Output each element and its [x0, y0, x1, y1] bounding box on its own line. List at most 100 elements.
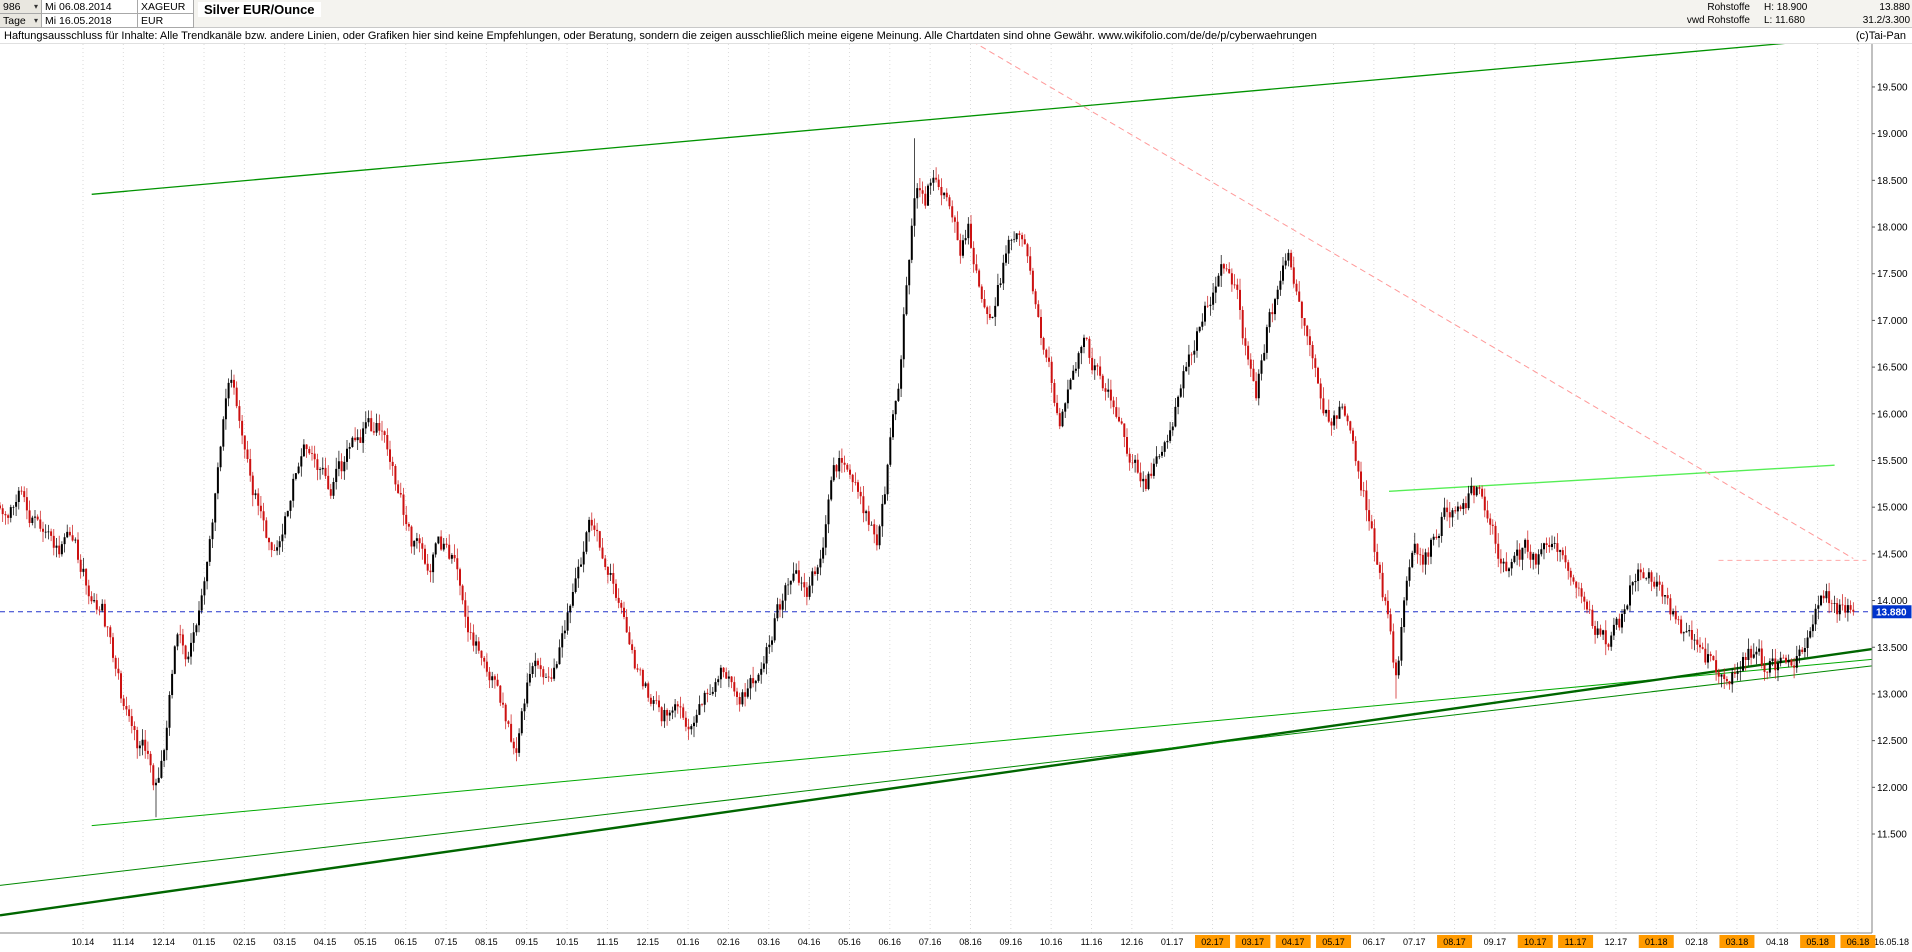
- period-low: L: 11.680: [1764, 15, 1805, 26]
- x-tick-label: 06.17: [1363, 937, 1386, 947]
- x-tick-label: 04.16: [798, 937, 821, 947]
- x-tick-label: 09.16: [1000, 937, 1023, 947]
- month-highlight: [1800, 935, 1836, 948]
- down-candle-bodies: [0, 177, 1855, 786]
- trend-line: [1388, 464, 1835, 492]
- x-tick-label: 05.18: [1806, 937, 1829, 947]
- feed-name: Rohstoffe: [1707, 2, 1750, 13]
- x-tick-label: 02.17: [1201, 937, 1224, 947]
- trend-line: [0, 665, 1873, 886]
- month-highlight: [1437, 935, 1473, 948]
- y-tick-label: 15.500: [1877, 456, 1908, 467]
- y-tick-label: 15.000: [1877, 503, 1908, 514]
- y-tick-label: 19.000: [1877, 129, 1908, 140]
- x-tick-label: 01.17: [1161, 937, 1184, 947]
- header-row-2: Tage ▾ Mi 16.05.2018 EUR: [0, 14, 1912, 28]
- x-tick-label: 11.14: [112, 937, 134, 947]
- y-tick-label: 13.000: [1877, 689, 1908, 700]
- month-gridlines: [82, 44, 1859, 933]
- x-tick-label: 11.17: [1565, 937, 1587, 947]
- price-axis: 19.500 19.000 18.500 18.000 17.500 17.000 16.5…: [0, 44, 1912, 951]
- quote-info-row-1: Rohstoffe H: 18.900 13.880: [1630, 1, 1910, 14]
- last-price-chip: [1872, 605, 1912, 619]
- date-to-field[interactable]: Mi 16.05.2018: [42, 14, 138, 28]
- x-tick-label: 01.16: [677, 937, 700, 947]
- y-tick-label: 19.500: [1877, 82, 1908, 93]
- y-tick-label: 18.500: [1877, 176, 1908, 187]
- date-from-field[interactable]: Mi 06.08.2014: [42, 0, 138, 14]
- month-highlight: [1195, 935, 1231, 948]
- y-tick-label: 12.000: [1877, 783, 1908, 794]
- x-tick-label: 04.15: [314, 937, 337, 947]
- trend-line: [0, 647, 1873, 917]
- month-highlight: [1638, 935, 1674, 948]
- x-tick-label: 02.15: [233, 937, 256, 947]
- trend-line: [91, 658, 1873, 827]
- trend-line: [91, 44, 1786, 195]
- month-highlight: [1235, 935, 1271, 948]
- x-tick-label: 03.15: [273, 937, 296, 947]
- copyright-label: (c)Tai-Pan: [1855, 29, 1906, 42]
- x-tick-label: 11.15: [596, 937, 618, 947]
- y-tick-label: 16.500: [1877, 363, 1908, 374]
- bars-count-dropdown[interactable]: 986 ▾: [0, 0, 42, 14]
- x-tick-label: 10.16: [1040, 937, 1063, 947]
- month-highlight: [1275, 935, 1311, 948]
- header-bar: 986 ▾ Mi 06.08.2014 XAGEUR Tage ▾ Mi 16.…: [0, 0, 1912, 28]
- x-tick-label: 08.15: [475, 937, 498, 947]
- x-tick-label: 08.16: [959, 937, 982, 947]
- y-tick-label: 18.000: [1877, 223, 1908, 234]
- last-price-value: 13.880: [1879, 2, 1910, 13]
- x-tick-label: 09.17: [1484, 937, 1507, 947]
- x-tick-label: 07.17: [1403, 937, 1426, 947]
- up-candle-wicks: [10, 138, 1849, 818]
- bars-count-value: 986: [3, 0, 21, 13]
- month-highlight: [1840, 935, 1876, 948]
- x-tick-label: 12.17: [1605, 937, 1628, 947]
- x-tick-label: 12.16: [1121, 937, 1144, 947]
- quote-info-row-2: vwd Rohstoffe L: 11.680 31.2/3.300: [1630, 14, 1910, 27]
- x-tick-label: 10.17: [1524, 937, 1547, 947]
- x-tick-label: 03.16: [758, 937, 781, 947]
- candlestick-chart[interactable]: 19.500 19.000 18.500 18.000 17.500 17.000 16.5…: [0, 44, 1912, 951]
- x-tick-label: 12.14: [152, 937, 175, 947]
- x-tick-label: 06.16: [879, 937, 902, 947]
- x-tick-label: 05.16: [838, 937, 861, 947]
- disclaimer-text: Haftungsausschluss für Inhalte: Alle Tre…: [4, 29, 1317, 42]
- chart-title: Silver EUR/Ounce: [198, 2, 321, 17]
- disclaimer-bar: Haftungsausschluss für Inhalte: Alle Tre…: [0, 28, 1912, 44]
- x-tick-label: 10.15: [556, 937, 579, 947]
- x-tick-label: 07.15: [435, 937, 458, 947]
- period-high: H: 18.900: [1764, 2, 1808, 13]
- x-tick-label: 04.17: [1282, 937, 1305, 947]
- currency-field[interactable]: EUR: [138, 14, 194, 28]
- trend-line: [975, 44, 1854, 559]
- y-tick-label: 16.000: [1877, 409, 1908, 420]
- period-dropdown[interactable]: Tage ▾: [0, 14, 42, 28]
- extra-quote-value: 31.2/3.300: [1862, 15, 1910, 26]
- x-tick-label: 04.18: [1766, 937, 1789, 947]
- x-tick-label: 01.15: [193, 937, 216, 947]
- y-tick-label: 12.500: [1877, 736, 1908, 747]
- y-tick-label: 14.500: [1877, 549, 1908, 560]
- chevron-down-icon: ▾: [33, 15, 38, 25]
- trend-lines: [0, 44, 1873, 917]
- month-highlight: [1719, 935, 1755, 948]
- last-date-label: 16.05.18: [1874, 937, 1909, 947]
- x-tick-label: 08.17: [1443, 937, 1466, 947]
- y-tick-label: 17.500: [1877, 269, 1908, 280]
- x-tick-label: 09.15: [515, 937, 538, 947]
- x-tick-label: 10.14: [72, 937, 95, 947]
- symbol-field[interactable]: XAGEUR: [138, 0, 194, 14]
- up-candle-bodies: [9, 177, 1849, 786]
- x-tick-label: 03.18: [1726, 937, 1749, 947]
- x-tick-label: 02.16: [717, 937, 740, 947]
- header-row-1: 986 ▾ Mi 06.08.2014 XAGEUR: [0, 0, 1912, 14]
- y-tick-label: 17.000: [1877, 316, 1908, 327]
- x-tick-label: 03.17: [1242, 937, 1265, 947]
- period-value: Tage: [3, 14, 26, 27]
- y-tick-label: 13.500: [1877, 643, 1908, 654]
- month-highlight: [1316, 935, 1352, 948]
- feed-provider: vwd Rohstoffe: [1686, 15, 1750, 26]
